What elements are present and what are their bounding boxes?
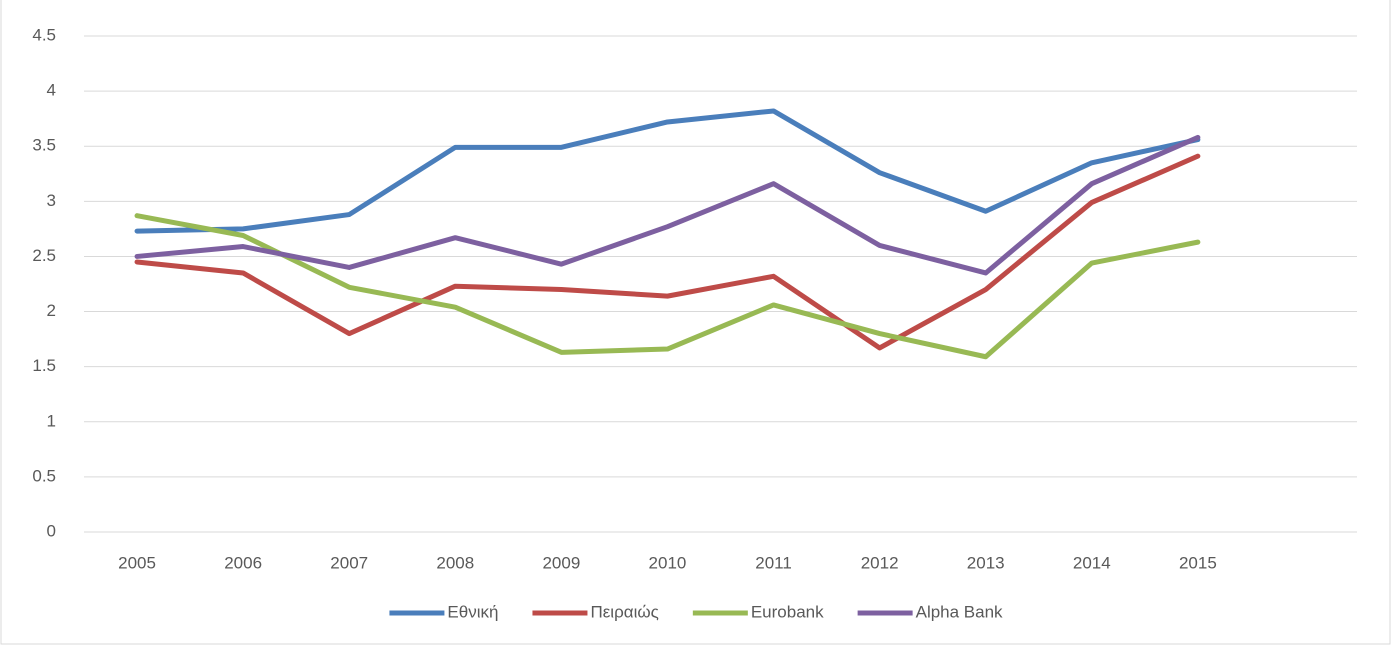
x-tick-label: 2006 [224, 553, 262, 572]
x-tick-label: 2011 [755, 553, 792, 572]
legend-label: Εθνική [447, 602, 498, 621]
y-tick-label: 4 [47, 81, 56, 100]
x-tick-label: 2009 [542, 553, 580, 572]
x-tick-label: 2014 [1073, 553, 1111, 572]
y-tick-label: 0 [47, 521, 56, 540]
x-tick-label: 2007 [330, 553, 368, 572]
series-line [134, 153, 1201, 351]
x-tick-label: 2005 [118, 553, 156, 572]
series-line [134, 213, 1201, 360]
x-tick-label: 2010 [649, 553, 687, 572]
y-tick-label: 2.5 [32, 246, 56, 265]
x-tick-label: 2012 [861, 553, 899, 572]
x-tick-label: 2015 [1179, 553, 1217, 572]
legend-label: Alpha Bank [916, 602, 1003, 621]
legend-label: Eurobank [751, 602, 824, 621]
y-tick-label: 3 [47, 191, 56, 210]
y-tick-label: 4.5 [32, 25, 56, 44]
y-tick-label: 0.5 [32, 466, 56, 485]
series-line [134, 108, 1201, 234]
legend-label: Πειραιώς [590, 602, 658, 621]
y-tick-label: 1 [47, 411, 56, 430]
y-tick-label: 3.5 [32, 136, 56, 155]
x-tick-label: 2013 [967, 553, 1005, 572]
series-line [134, 134, 1201, 276]
y-tick-label: 2 [47, 301, 56, 320]
x-tick-label: 2008 [436, 553, 474, 572]
y-tick-label: 1.5 [32, 356, 56, 375]
